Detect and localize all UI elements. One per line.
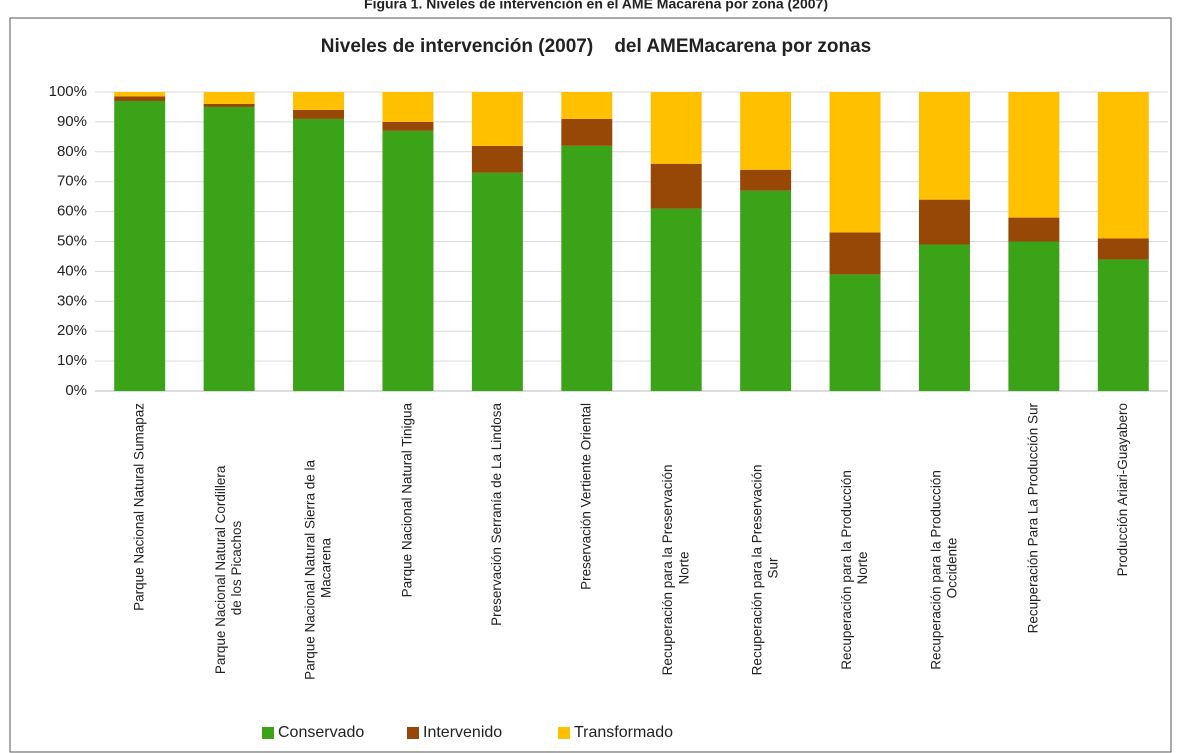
bar-segment (918, 244, 970, 391)
bar-segment (293, 109, 345, 119)
legend-label: Intervenido (423, 724, 502, 741)
bar-segment (1097, 238, 1149, 260)
x-tick-label-line: Norte (855, 551, 870, 584)
bar-segment (293, 92, 345, 110)
bar-segment (471, 145, 523, 173)
x-tick-label: Parque Nacional Natural Tinigua (400, 403, 415, 598)
bar-segment (203, 106, 255, 391)
bar-segment (561, 92, 613, 119)
x-tick-label-line: Parque Nacional Natural Sierra de la (302, 456, 317, 680)
bar-segment (1008, 241, 1060, 391)
bar-segment (561, 145, 613, 391)
x-tick-label-line: Macarena (318, 538, 333, 599)
bar-segment (740, 190, 792, 391)
y-tick-label: 60% (57, 203, 87, 220)
bar-segment (1097, 92, 1149, 239)
bar-segment (382, 92, 434, 122)
y-tick-label: 30% (57, 292, 87, 309)
bar-segment (382, 121, 434, 131)
y-tick-label: 40% (57, 262, 87, 279)
bar-segment (650, 208, 702, 391)
y-tick-label: 100% (49, 83, 87, 100)
bar-segment (1097, 259, 1149, 391)
bar-segment (650, 163, 702, 209)
x-tick-label-line: Parque Nacional Natural Cordillera (213, 462, 228, 674)
chart-frame (9, 17, 1172, 753)
bar-segment (918, 199, 970, 245)
x-tick-label: Recuperación para la Producción Norte (839, 466, 870, 669)
bar-segment (203, 92, 255, 104)
x-tick-label-line: Sur (765, 557, 780, 579)
legend-swatch (407, 727, 419, 739)
x-tick-label-line: Recuperación para la Preservación (660, 461, 675, 676)
x-tick-label: Parque Nacional Natural Sumapaz (131, 403, 146, 611)
x-tick-label: Recuperación para la Preservación Sur (749, 461, 780, 676)
x-tick-label-line: Recuperación para la Preservación (749, 461, 764, 676)
chart-title: Niveles de intervención (2007) del AMEMa… (321, 36, 871, 57)
legend-swatch (558, 727, 570, 739)
bar-segment (1008, 217, 1060, 242)
bar-segment (650, 92, 702, 164)
x-tick-label: Parque Nacional Natural Cordillera de lo… (213, 462, 244, 674)
bar-segment (471, 172, 523, 391)
bar-segment (114, 96, 166, 101)
bar-segment (382, 130, 434, 391)
y-tick-label: 80% (57, 143, 87, 160)
y-tick-label: 50% (57, 232, 87, 249)
bar-segment (114, 100, 166, 391)
x-tick-label: Parque Nacional Natural Sierra de la Mac… (302, 456, 333, 680)
bar-segment (471, 92, 523, 146)
x-tick-label: Recuperación para la Preservación Norte (660, 461, 691, 676)
bar-segment (918, 92, 970, 200)
legend-swatch (262, 727, 274, 739)
bar-segment (293, 118, 345, 391)
legend-label: Conservado (278, 724, 364, 741)
x-tick-label-line: de los Picachos (229, 520, 244, 615)
x-tick-label: Preservación Serranía de La Lindosa (489, 403, 504, 626)
bar-segment (740, 169, 792, 191)
bar-segment (829, 92, 881, 233)
bar-segment (829, 274, 881, 391)
caption: Figura 1. Niveles de intervención en el … (364, 0, 828, 12)
y-tick-label: 10% (57, 352, 87, 369)
y-tick-label: 70% (57, 173, 87, 190)
bar-segment (1008, 92, 1060, 218)
bar-segment (114, 92, 166, 97)
bar-segment (740, 92, 792, 170)
x-tick-label: Preservación Vertiente Oriental (578, 403, 593, 590)
x-tick-label-line: Occidente (944, 538, 959, 599)
bar-segment (561, 118, 613, 146)
x-tick-label-line: Recuperación para la Producción (839, 466, 854, 669)
y-tick-label: 20% (57, 322, 87, 339)
y-tick-label: 0% (65, 382, 87, 399)
x-tick-label-line: Norte (676, 551, 691, 584)
x-tick-label: Recuperación Para La Producción Sur (1025, 403, 1040, 634)
x-tick-label-line: Recuperación para la Producción (928, 466, 943, 669)
bar-segment (203, 103, 255, 107)
bar-segment (829, 232, 881, 275)
y-tick-label: 90% (57, 113, 87, 130)
legend-label: Transformado (574, 724, 673, 741)
x-tick-label: Producción Ariari-Guayabero (1115, 403, 1130, 576)
x-tick-label: Recuperación para la Producción Occident… (928, 466, 959, 669)
